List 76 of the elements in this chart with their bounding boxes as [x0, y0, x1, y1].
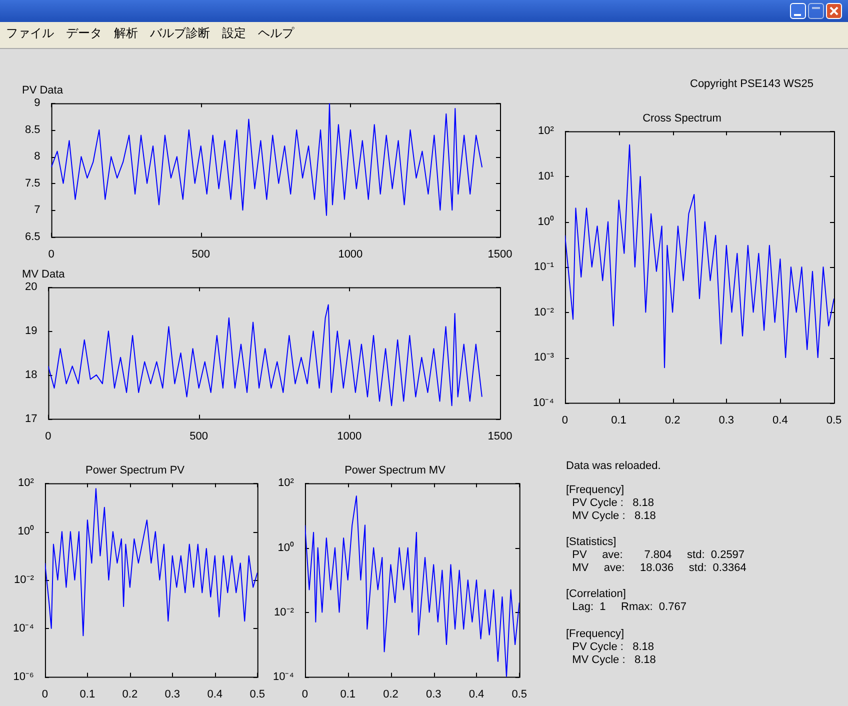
x-tick-label: 0 — [48, 248, 54, 260]
text: [Frequency] — [566, 484, 626, 497]
x-tick-label: 0.2 — [664, 414, 680, 426]
y-tick-label: 10⁻² — [14, 574, 34, 586]
y-tick-label: 18 — [24, 368, 38, 381]
y-tick-label: 10⁻³ — [534, 352, 554, 364]
y-tick-label: 10⁰ — [538, 214, 554, 228]
x-tick-label: 0 — [45, 430, 52, 442]
y-tick-label: 10⁻⁴ — [532, 396, 554, 409]
text: MV Cycle : 8.18 — [571, 654, 657, 667]
chart-title: Power Spectrum MV — [344, 464, 446, 477]
text: バルブ診断 — [150, 25, 210, 42]
text: PV Cycle : 8.18 — [571, 497, 656, 510]
text: 設定 — [222, 25, 246, 42]
x-tick-label: 0.4 — [772, 414, 788, 426]
chart-title: Power Spectrum PV — [85, 464, 186, 477]
text: [Frequency] — [566, 628, 626, 641]
chart-title: Cross Spectrum — [642, 112, 722, 125]
y-tick-label: 10⁰ — [278, 540, 294, 554]
x-tick-label: 0.5 — [826, 414, 842, 426]
text: ヘルプ — [258, 25, 294, 42]
y-tick-label: 8 — [34, 150, 40, 163]
text: データ — [66, 25, 102, 42]
text: PV ave: 7.804 std: 0.2597 — [571, 549, 746, 562]
x-tick-label: 0.3 — [718, 414, 734, 426]
text: MV ave: 18.036 std: 0.3364 — [571, 562, 748, 575]
x-tick-label: 500 — [190, 430, 208, 442]
x-tick-label: 0.3 — [164, 688, 180, 700]
y-tick-label: 10⁻² — [534, 306, 554, 318]
text: ファイル — [6, 25, 54, 42]
y-tick-label: 10¹ — [538, 170, 554, 182]
y-tick-label: 17 — [24, 412, 38, 425]
x-tick-label: 1000 — [337, 430, 362, 442]
y-tick-label: 20 — [24, 281, 38, 294]
y-tick-label: 10² — [18, 477, 34, 490]
y-tick-label: 10⁻⁴ — [272, 670, 294, 683]
x-tick-label: 1000 — [338, 248, 363, 260]
text: 解析 — [114, 25, 138, 42]
x-tick-label: 0.1 — [80, 688, 96, 700]
x-tick-label: 0.2 — [122, 688, 138, 700]
text: PV Cycle : 8.18 — [571, 641, 656, 654]
text: [Statistics] — [566, 536, 618, 549]
x-tick-label: 500 — [192, 248, 210, 260]
x-tick-label: 0.2 — [383, 688, 398, 700]
y-tick-label: 9 — [34, 97, 40, 110]
y-tick-label: 10² — [538, 125, 554, 138]
chart-title: PV Data — [22, 84, 64, 97]
y-tick-label: 10⁰ — [18, 524, 34, 538]
x-tick-label: 0.4 — [468, 688, 484, 700]
x-tick-label: 0.1 — [340, 688, 356, 700]
x-tick-label: 0.1 — [611, 414, 626, 426]
y-tick-label: 8.5 — [24, 124, 40, 136]
text: Lag: 1 Rmax: 0.767 — [571, 601, 688, 614]
y-tick-label: 6.5 — [24, 230, 40, 243]
x-tick-label: 0 — [562, 414, 568, 426]
y-tick-label: 10² — [278, 477, 294, 490]
y-tick-label: 7.5 — [24, 177, 40, 190]
y-tick-label: 10⁻⁴ — [12, 622, 34, 634]
x-tick-label: 0.5 — [250, 688, 266, 700]
text: [Correlation] — [566, 588, 627, 601]
y-tick-label: 10⁻¹ — [534, 261, 554, 274]
chart-title: MV Data — [22, 268, 66, 281]
x-tick-label: 1500 — [488, 430, 512, 442]
x-tick-label: 1500 — [488, 248, 512, 260]
x-tick-label: 0.4 — [207, 688, 223, 700]
y-tick-label: 19 — [24, 325, 38, 338]
x-tick-label: 0.5 — [512, 688, 528, 700]
x-tick-label: 0 — [42, 688, 48, 700]
x-tick-label: 0.3 — [426, 688, 442, 700]
text: Data was reloaded. — [566, 460, 662, 473]
text: Copyright PSE143 WS25 — [690, 78, 815, 91]
y-tick-label: 7 — [34, 204, 40, 216]
x-tick-label: 0 — [302, 688, 308, 700]
text: MV Cycle : 8.18 — [571, 510, 657, 523]
y-tick-label: 10⁻⁶ — [13, 670, 34, 683]
y-tick-label: 10⁻² — [274, 606, 294, 618]
